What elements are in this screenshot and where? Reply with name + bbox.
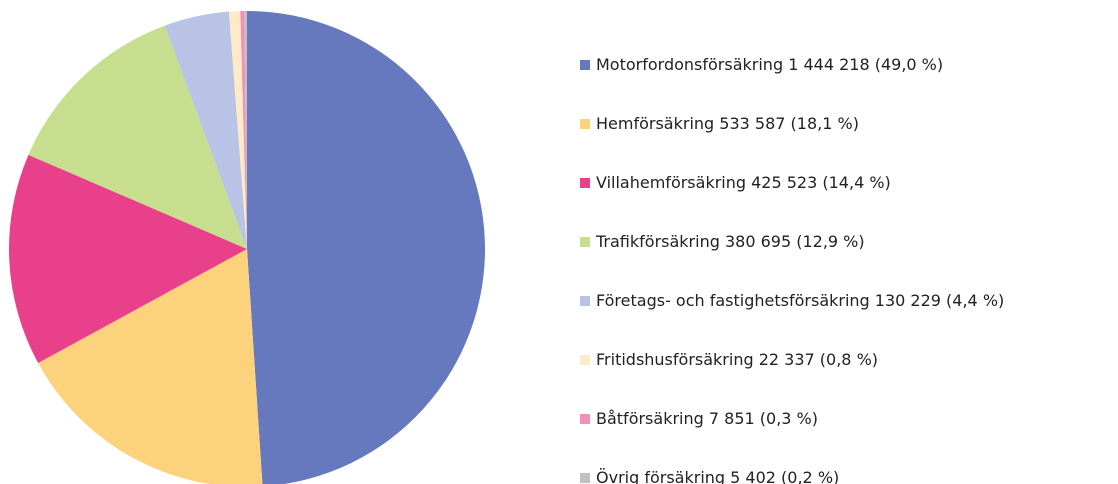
legend-swatch	[580, 473, 590, 483]
legend-label: Motorfordonsförsäkring 1 444 218 (49,0 %…	[596, 55, 943, 74]
pie-slice	[38, 249, 263, 484]
pie-slice	[247, 11, 485, 484]
legend-value: 22 337 (0,8 %)	[759, 350, 878, 369]
legend-name: Övrig försäkring	[596, 468, 725, 484]
legend-value: 380 695 (12,9 %)	[725, 232, 865, 251]
legend-name: Hemförsäkring	[596, 114, 714, 133]
legend-value: 1 444 218 (49,0 %)	[788, 55, 943, 74]
legend-name: Företags- och fastighetsförsäkring	[596, 291, 870, 310]
legend-swatch	[580, 60, 590, 70]
legend-label: Villahemförsäkring 425 523 (14,4 %)	[596, 173, 891, 192]
legend-swatch	[580, 119, 590, 129]
legend-value: 5 402 (0,2 %)	[730, 468, 839, 484]
legend-value: 533 587 (18,1 %)	[719, 114, 859, 133]
legend-label: Båtförsäkring 7 851 (0,3 %)	[596, 409, 818, 428]
legend-name: Båtförsäkring	[596, 409, 704, 428]
legend-name: Fritidshusförsäkring	[596, 350, 754, 369]
legend-name: Motorfordonsförsäkring	[596, 55, 783, 74]
legend-name: Trafikförsäkring	[595, 232, 720, 251]
legend-swatch	[580, 178, 590, 188]
legend-swatch	[580, 355, 590, 365]
legend-value: 130 229 (4,4 %)	[875, 291, 1004, 310]
legend-label: Hemförsäkring 533 587 (18,1 %)	[596, 114, 859, 133]
pie-slice	[244, 11, 247, 249]
legend-swatch	[580, 296, 590, 306]
pie-slice	[8, 154, 247, 364]
pie-slice	[28, 25, 247, 249]
legend-swatch	[580, 237, 590, 247]
legend-value: 7 851 (0,3 %)	[709, 409, 818, 428]
legend-name: Villahemförsäkring	[596, 173, 746, 192]
legend-label: Företags- och fastighetsförsäkring 130 2…	[596, 291, 1004, 310]
pie-slice	[164, 11, 247, 249]
legend-swatch	[580, 414, 590, 424]
pie-slice	[228, 11, 247, 250]
legend-label: Fritidshusförsäkring 22 337 (0,8 %)	[596, 350, 878, 369]
pie-slice	[240, 11, 247, 250]
legend-value: 425 523 (14,4 %)	[751, 173, 891, 192]
legend-label: Övrig försäkring 5 402 (0,2 %)	[596, 468, 839, 484]
legend-label: Trafikförsäkring 380 695 (12,9 %)	[595, 232, 865, 251]
